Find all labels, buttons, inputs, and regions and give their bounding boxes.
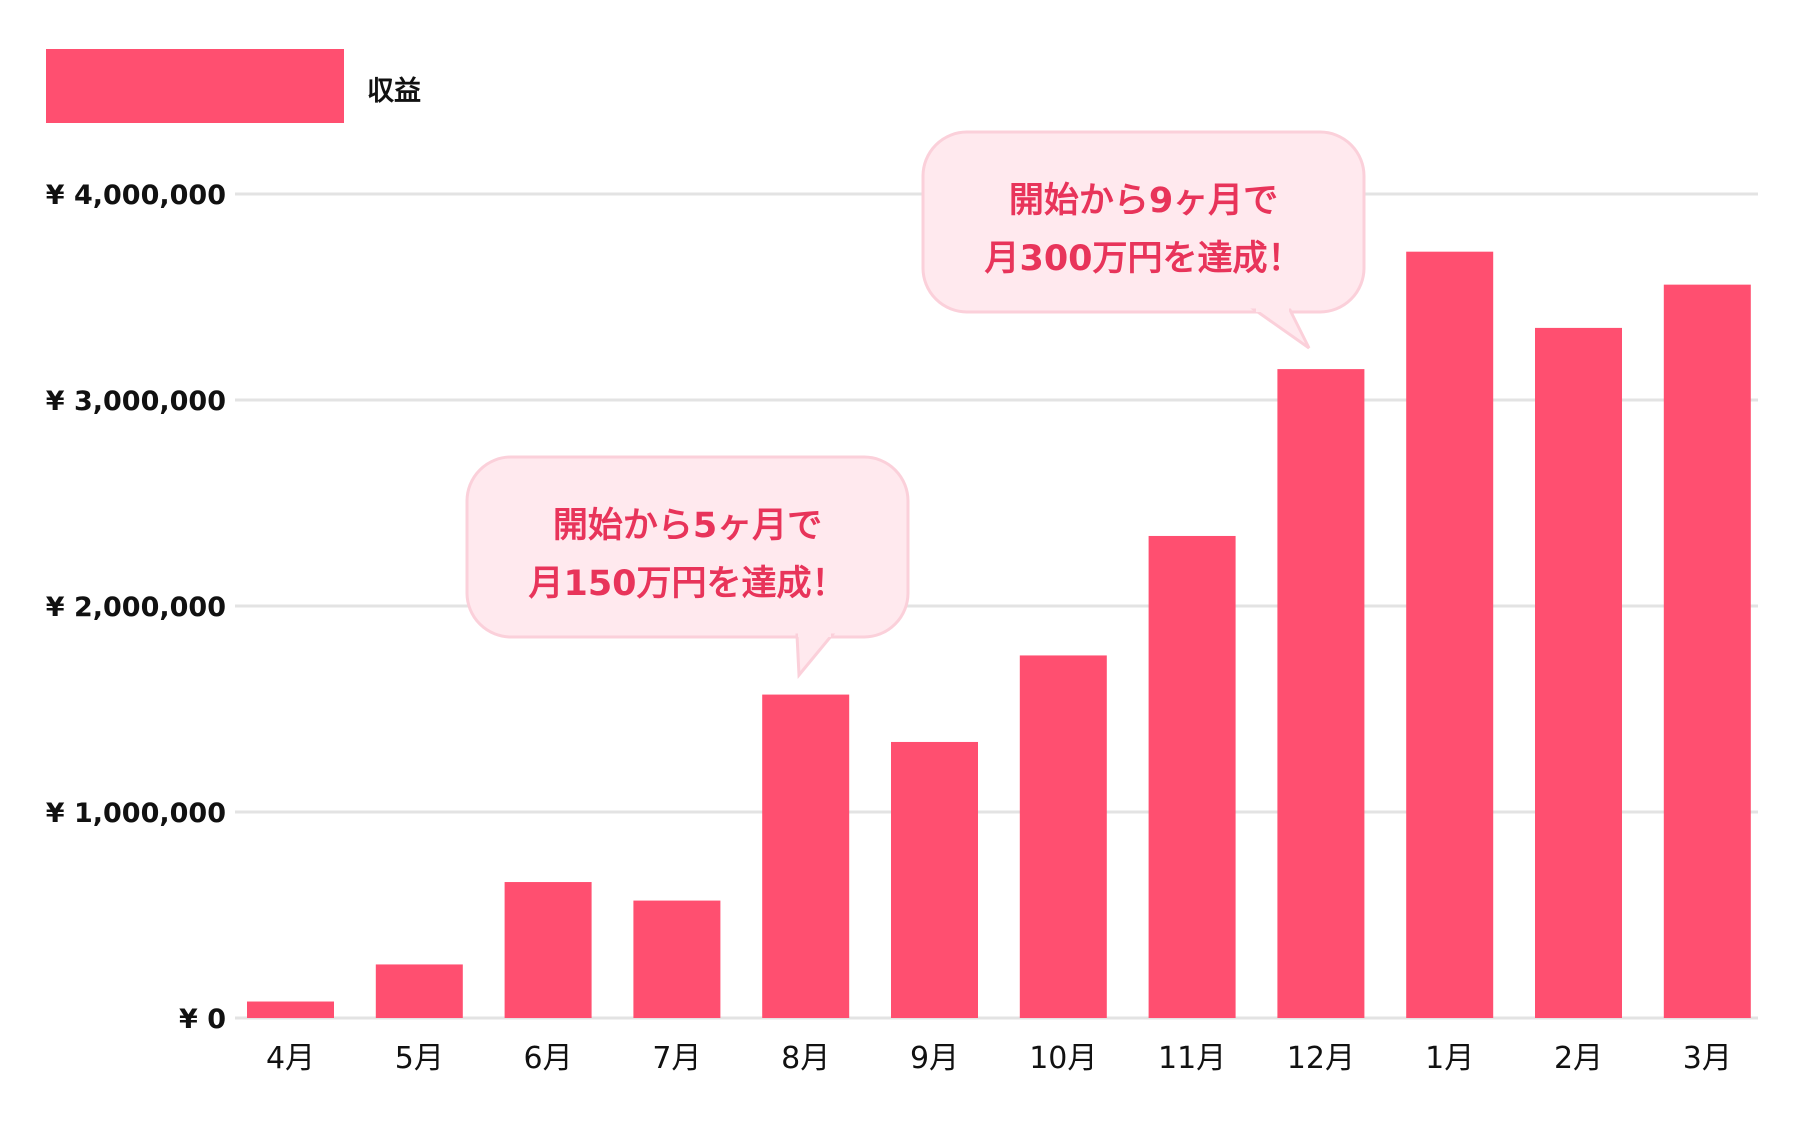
bar-2月 xyxy=(1535,327,1622,1018)
bar-8月 xyxy=(762,694,850,1018)
bar-6月 xyxy=(504,882,592,1018)
annotation-text: 月300万円を達成！ xyxy=(984,239,1302,279)
bar-9月 xyxy=(891,741,978,1018)
bar-10月 xyxy=(1019,655,1107,1018)
x-tick-label: 4月 xyxy=(266,1041,315,1076)
legend-swatch xyxy=(46,49,344,123)
x-tick-label: 5月 xyxy=(395,1041,444,1076)
bar-3月 xyxy=(1663,284,1751,1018)
x-axis-ticks: 4月 5月 6月 7月 8月 9月 10月 11月 12月 1月 2月 3月 xyxy=(266,1041,1732,1076)
bars xyxy=(247,251,1751,1019)
bar-12月 xyxy=(1277,369,1365,1019)
y-tick-label: ¥ 0 xyxy=(179,1004,226,1035)
legend-label: 収益 xyxy=(367,76,421,107)
x-tick-label: 10月 xyxy=(1029,1041,1097,1076)
bar-7月 xyxy=(633,900,721,1018)
legend: 収益 xyxy=(46,49,421,123)
x-tick-label: 1月 xyxy=(1425,1041,1474,1076)
x-tick-label: 12月 xyxy=(1287,1041,1355,1076)
y-tick-label: ¥ 2,000,000 xyxy=(46,592,226,623)
y-axis-ticks: ¥ 0 ¥ 1,000,000 ¥ 2,000,000 ¥ 3,000,000 ¥ 4,… xyxy=(46,180,226,1035)
y-tick-label: ¥ 3,000,000 xyxy=(46,386,226,417)
bar-1月 xyxy=(1406,251,1494,1018)
y-tick-label: ¥ 1,000,000 xyxy=(46,798,226,829)
annotation-text: 月150万円を達成！ xyxy=(528,564,846,604)
x-tick-label: 8月 xyxy=(781,1041,830,1076)
x-tick-label: 6月 xyxy=(524,1041,573,1076)
bar-11月 xyxy=(1148,535,1236,1018)
annotation-text: 開始から9ヶ月で xyxy=(1009,181,1278,221)
gridlines xyxy=(235,192,1758,1020)
x-tick-label: 7月 xyxy=(652,1041,701,1076)
bar-4月 xyxy=(247,1001,334,1018)
x-tick-label: 11月 xyxy=(1158,1041,1226,1076)
x-tick-label: 2月 xyxy=(1554,1041,1603,1076)
x-tick-label: 3月 xyxy=(1683,1041,1732,1076)
y-tick-label: ¥ 4,000,000 xyxy=(46,180,226,211)
annotation-text: 開始から5ヶ月で xyxy=(553,506,822,546)
x-tick-label: 9月 xyxy=(910,1041,959,1076)
bar-5月 xyxy=(375,964,463,1018)
